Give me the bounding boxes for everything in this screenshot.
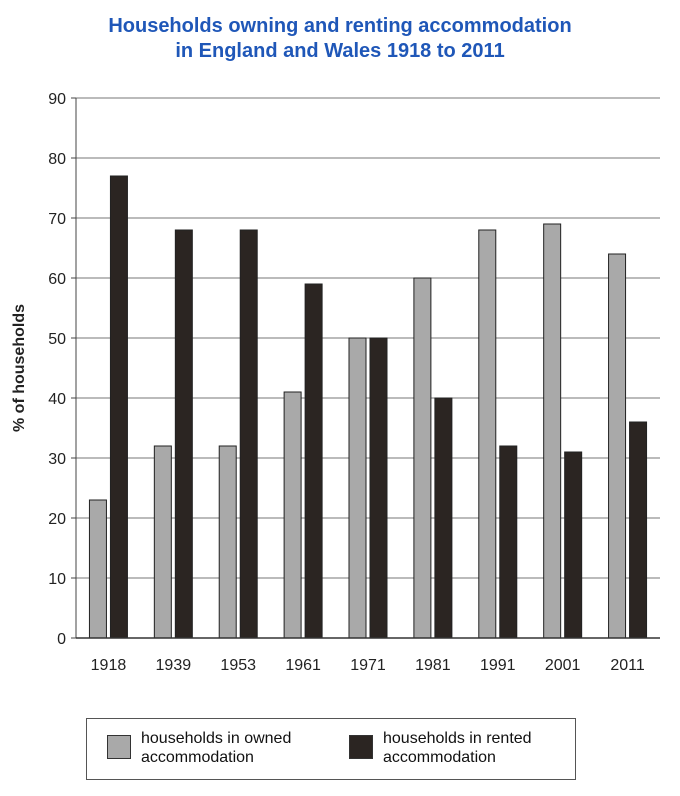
x-tick-label: 1981 <box>415 657 451 674</box>
y-axis-label: % of households <box>11 304 28 432</box>
legend-item-owned: households in owned accommodation <box>107 729 331 767</box>
bar-owned-1961 <box>283 391 302 639</box>
x-tick-label: 1961 <box>285 657 321 674</box>
chart-title-line-1: Households owning and renting accommodat… <box>108 15 572 37</box>
bar-rented-1971 <box>369 337 388 639</box>
y-tick-label: 60 <box>48 271 66 288</box>
legend: households in owned accommodation househ… <box>86 718 576 780</box>
y-tick-label: 10 <box>48 571 66 588</box>
x-tick-label: 2011 <box>610 657 645 674</box>
bar-owned-1991 <box>478 229 497 639</box>
legend-item-rented: households in rented accommodation <box>349 729 573 767</box>
bar-owned-1918 <box>88 499 107 639</box>
x-tick-label: 1991 <box>480 657 516 674</box>
bars <box>88 175 648 639</box>
y-tick-label: 40 <box>48 391 66 408</box>
bar-rented-1939 <box>174 229 193 639</box>
bar-rented-1953 <box>239 229 258 639</box>
y-tick-label: 50 <box>48 331 66 348</box>
x-axis-ticks: 1918 1939 1953 1961 1971 1981 1991 2001 2011 <box>76 637 660 674</box>
legend-label-owned: households in owned accommodation <box>141 730 292 766</box>
x-tick-label: 1971 <box>350 657 386 674</box>
y-tick-label: 90 <box>48 91 66 108</box>
chart-title: Households owning and renting accommodat… <box>0 14 680 64</box>
bar-rented-2011 <box>629 421 648 639</box>
x-tick-label: 2001 <box>545 657 581 674</box>
bar-rented-1918 <box>109 175 128 639</box>
x-tick-label: 1918 <box>91 657 127 674</box>
y-tick-label: 20 <box>48 511 66 528</box>
chart-title-line-2: in England and Wales 1918 to 2011 <box>175 40 505 62</box>
x-tick-label: 1939 <box>156 657 192 674</box>
bar-rented-1991 <box>499 445 518 639</box>
y-tick-label: 30 <box>48 451 66 468</box>
y-tick-label: 0 <box>57 631 66 648</box>
legend-swatch-owned <box>107 735 131 759</box>
bar-rented-1961 <box>304 283 323 639</box>
bar-owned-1939 <box>153 445 172 639</box>
x-tick-label: 1953 <box>220 657 256 674</box>
gridlines <box>76 97 660 639</box>
y-tick-label: 70 <box>48 211 66 228</box>
bar-rented-1981 <box>434 397 453 639</box>
bar-rented-2001 <box>564 451 583 639</box>
bar-chart: 0 10 20 30 40 50 60 70 80 90 1918 1939 1953 1961 1971… <box>11 91 660 674</box>
bar-owned-2001 <box>543 223 562 639</box>
bar-owned-1981 <box>413 277 432 639</box>
legend-swatch-rented <box>349 735 373 759</box>
bar-owned-1971 <box>348 337 367 639</box>
bar-owned-2011 <box>608 253 627 639</box>
y-tick-label: 80 <box>48 151 66 168</box>
legend-label-rented: households in rented accommodation <box>383 730 532 766</box>
y-axis-ticks: 0 10 20 30 40 50 60 70 80 90 <box>48 91 77 648</box>
bar-owned-1953 <box>218 445 237 639</box>
